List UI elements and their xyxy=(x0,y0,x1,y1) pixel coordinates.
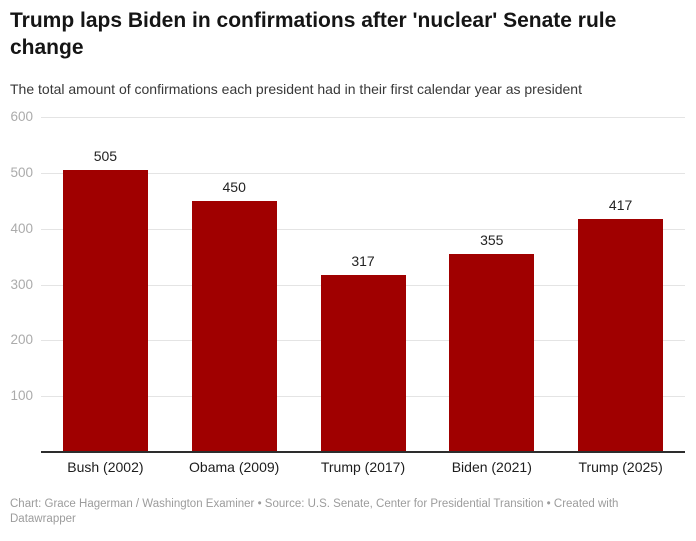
x-tick-label: Obama (2009) xyxy=(189,459,280,475)
y-tick-label: 600 xyxy=(10,109,33,124)
attribution: Chart: Grace Hagerman / Washington Exami… xyxy=(10,498,619,525)
x-tick-label: Trump (2025) xyxy=(578,459,663,475)
bar-bush-2002[interactable] xyxy=(62,170,148,452)
y-tick-label: 400 xyxy=(10,220,33,236)
plot-area: 100 200 300 400 500 600 505 450 317 355 417 xyxy=(10,109,685,453)
x-axis-labels: Bush (2002) Obama (2009) Trump (2017) Biden… xyxy=(41,459,685,479)
y-tick-label: 500 xyxy=(10,164,33,180)
bar-value-label: 450 xyxy=(222,178,246,195)
bar-value-label: 355 xyxy=(480,231,504,248)
gridline-400 xyxy=(41,228,685,230)
x-tick-label: Bush (2002) xyxy=(67,459,144,475)
x-tick-label: Trump (2017) xyxy=(320,459,406,475)
bar-trump-2017[interactable] xyxy=(320,275,406,452)
chart-subtitle: The total amount of confirmations each p… xyxy=(10,81,582,97)
y-tick-label: 100 xyxy=(10,388,33,404)
y-tick-label: 200 xyxy=(10,332,33,348)
x-tick-label: Biden (2021) xyxy=(451,459,532,475)
bar-value-label: 317 xyxy=(351,253,375,270)
bar-value-label: 417 xyxy=(608,197,633,214)
x-axis-line xyxy=(41,451,685,453)
gridline-600 xyxy=(41,117,685,118)
bar-obama-2009[interactable] xyxy=(191,200,277,452)
gridline-500 xyxy=(41,172,685,174)
y-tick-label: 300 xyxy=(10,276,33,292)
chart-title: Trump laps Biden in confirmations after … xyxy=(10,9,617,59)
bar-trump-2025[interactable] xyxy=(578,219,664,452)
bar-biden-2021[interactable] xyxy=(449,253,535,452)
bar-value-label: 505 xyxy=(93,148,118,165)
